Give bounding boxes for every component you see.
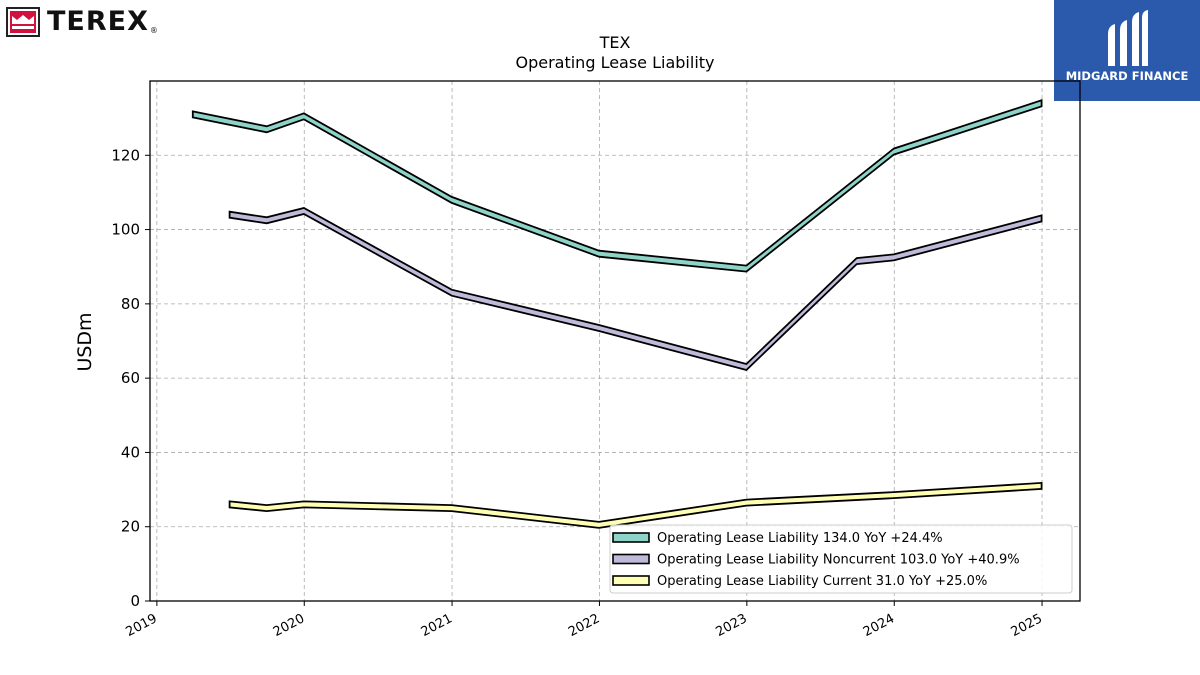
x-tick-label: 2023	[713, 611, 749, 640]
legend-entry: Operating Lease Liability 134.0 YoY +24.…	[657, 531, 943, 546]
y-axis: 0 20 40 60 80 100 120	[111, 146, 150, 610]
series-layer	[191, 99, 1043, 529]
y-tick-label: 40	[121, 443, 140, 461]
legend-box	[609, 524, 1073, 594]
brand-name: TEREX	[47, 6, 149, 37]
y-tick-label: 120	[111, 146, 140, 164]
chart-title: TEX	[599, 33, 631, 52]
series-line	[191, 99, 1043, 273]
terex-crown-icon	[6, 7, 40, 37]
series-line	[228, 481, 1043, 529]
x-tick-label: 2024	[861, 611, 897, 640]
x-tick-label: 2021	[419, 611, 455, 640]
terex-logo: TEREX ®	[6, 6, 158, 38]
midgard-finance-badge: MIDGARD FINANCE	[1054, 0, 1200, 101]
y-tick-label: 100	[111, 221, 140, 239]
x-tick-label: 2020	[271, 611, 307, 640]
legend-swatch	[612, 575, 650, 586]
midgard-logo-icon	[1108, 10, 1148, 66]
legend-entry: Operating Lease Liability Current 31.0 Y…	[657, 574, 987, 589]
legend-swatch	[612, 553, 650, 565]
badge-name: MIDGARD FINANCE	[1065, 69, 1189, 83]
brand-registered-mark: ®	[149, 26, 158, 35]
y-tick-label: 20	[121, 518, 140, 536]
legend: Operating Lease Liability 134.0 YoY +24.…	[609, 524, 1073, 594]
x-axis: 2019 2020 2021 2022 2023 2024 2025	[123, 601, 1045, 640]
y-tick-label: 60	[121, 369, 140, 387]
plot-frame	[149, 80, 1081, 602]
x-tick-label: 2019	[123, 611, 159, 640]
y-tick-label: 0	[130, 592, 140, 610]
x-tick-label: 2022	[566, 611, 602, 640]
legend-entry: Operating Lease Liability Noncurrent 103…	[657, 553, 1020, 568]
y-axis-label: USDm	[74, 312, 96, 371]
chart-subtitle: Operating Lease Liability	[515, 53, 714, 72]
x-tick-label: 2025	[1009, 611, 1045, 640]
series-line	[228, 207, 1043, 371]
legend-swatch	[612, 532, 650, 543]
y-tick-label: 80	[121, 295, 140, 313]
